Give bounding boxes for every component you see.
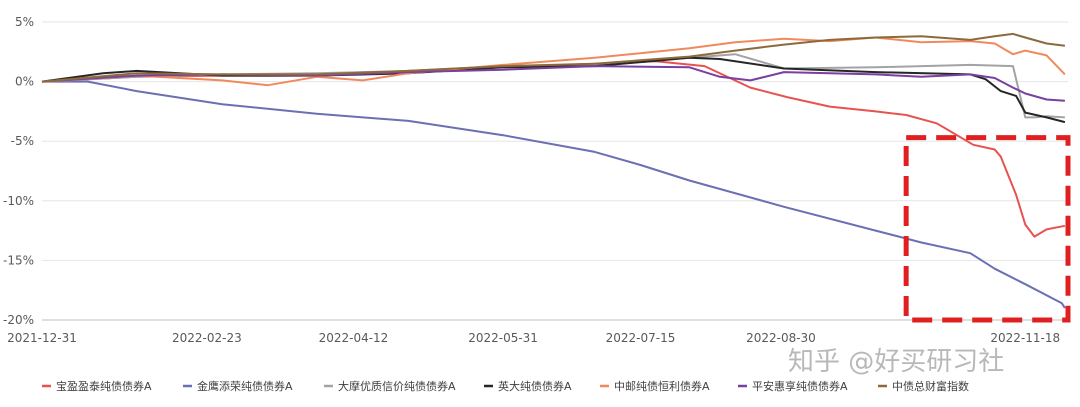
x-tick-label: 2022-11-18	[990, 331, 1060, 345]
series-lines	[41, 32, 1066, 309]
series-line-1	[42, 80, 1066, 309]
y-tick-label: 0%	[15, 75, 34, 89]
series-line-4	[41, 36, 1066, 87]
y-tick-label: -10%	[3, 194, 34, 208]
legend-label-6: 中债总财富指数	[892, 379, 969, 393]
series-line-0	[41, 60, 1066, 238]
y-tick-label: 5%	[15, 15, 34, 29]
legend-label-0: 宝盈盈泰纯债债券A	[56, 379, 152, 393]
legend-label-1: 金鹰添荣纯债债券A	[197, 379, 293, 393]
legend: 宝盈盈泰纯债债券A 金鹰添荣纯债债券A 大摩优质信价纯债债券A 英大纯债债券A 中邮纯债…	[42, 379, 969, 393]
series-line-6	[41, 32, 1066, 83]
series-line-3	[41, 56, 1066, 124]
x-tick-label: 2022-04-12	[319, 331, 389, 345]
y-tick-label: -15%	[3, 253, 34, 267]
annotations	[903, 135, 1071, 323]
legend-label-2: 大摩优质信价纯债债券A	[338, 379, 456, 393]
watermark: 知乎 @好买研习社	[788, 347, 1004, 377]
series-line-2	[41, 53, 1065, 119]
y-axis-ticks: 5% 0% -5% -10% -15% -20%	[3, 15, 34, 327]
legend-label-4: 中邮纯债恒利债券A	[614, 379, 710, 393]
legend-label-3: 英大纯债债券A	[498, 379, 572, 393]
series-line-5	[41, 65, 1065, 102]
y-tick-label: -5%	[11, 134, 34, 148]
x-tick-label: 2022-08-30	[746, 331, 816, 345]
x-tick-label: 2021-12-31	[7, 331, 77, 345]
highlight-box	[903, 135, 1071, 323]
y-tick-label: -20%	[3, 313, 34, 327]
x-tick-label: 2022-05-31	[468, 331, 538, 345]
legend-label-5: 平安惠享纯债债券A	[752, 379, 848, 393]
x-tick-label: 2022-07-15	[606, 331, 676, 345]
x-tick-label: 2022-02-23	[172, 331, 242, 345]
x-axis-ticks: 2021-12-31 2022-02-23 2022-04-12 2022-05-31…	[7, 331, 1060, 345]
